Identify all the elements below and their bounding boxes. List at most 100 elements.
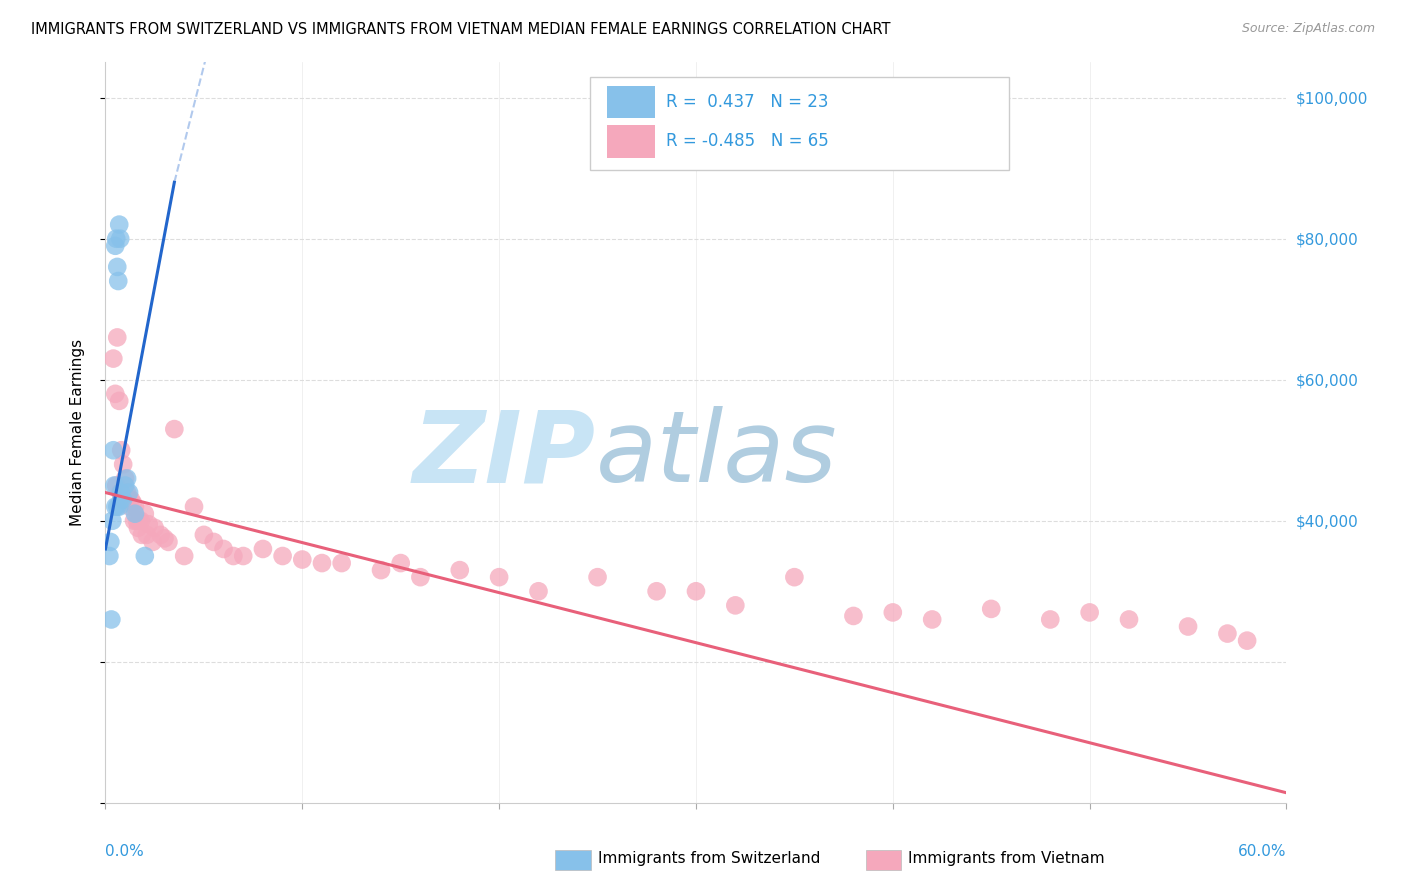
Point [488,570,510,584]
Point [134,507,156,521]
Point [921,612,943,626]
Point [105,478,128,492]
Point [122,496,145,510]
Point [882,606,904,620]
Point [112,492,135,507]
Text: 60.0%: 60.0% [1239,844,1286,858]
Point [105,232,128,246]
Point [783,570,806,584]
Point [149,528,172,542]
Point [128,514,150,528]
Point [112,458,135,472]
Point [163,422,186,436]
Point [685,584,707,599]
Point [232,549,254,563]
Point [271,549,294,563]
Point [115,492,138,507]
Point [104,500,127,514]
Point [120,492,142,507]
Point [370,563,392,577]
Point [212,541,235,556]
Point [115,471,138,485]
Point [1078,606,1101,620]
Text: Source: ZipAtlas.com: Source: ZipAtlas.com [1241,22,1375,36]
FancyBboxPatch shape [589,78,1010,169]
Point [114,471,136,485]
Point [586,570,609,584]
Point [103,478,125,492]
Point [202,535,225,549]
Point [389,556,412,570]
Point [98,535,122,549]
Point [104,387,127,401]
Point [124,500,146,514]
Point [724,599,747,613]
Point [108,393,131,408]
Point [115,485,138,500]
Point [1177,619,1199,633]
Point [330,556,353,570]
Point [311,556,333,570]
Point [134,549,156,563]
Text: R =  0.437   N = 23: R = 0.437 N = 23 [666,93,830,111]
Point [527,584,550,599]
Text: IMMIGRANTS FROM SWITZERLAND VS IMMIGRANTS FROM VIETNAM MEDIAN FEMALE EARNINGS CO: IMMIGRANTS FROM SWITZERLAND VS IMMIGRANT… [31,22,890,37]
Point [222,549,245,563]
Point [1216,626,1239,640]
Point [103,351,125,366]
Text: atlas: atlas [596,407,837,503]
Text: 0.0%: 0.0% [105,844,145,858]
Point [108,500,131,514]
Point [122,514,145,528]
Point [111,492,134,507]
Point [153,532,176,546]
Text: R = -0.485   N = 65: R = -0.485 N = 65 [666,133,830,151]
Point [291,552,314,566]
Point [120,500,141,514]
Point [110,232,132,246]
Point [409,570,432,584]
Point [105,260,128,274]
Point [449,563,471,577]
Point [1039,612,1062,626]
Point [127,521,149,535]
Point [105,330,128,344]
Point [138,517,160,532]
Point [143,521,166,535]
Text: ZIP: ZIP [412,407,596,503]
Point [252,541,274,556]
Point [142,535,165,549]
Point [105,500,128,514]
Point [124,507,146,521]
FancyBboxPatch shape [607,126,655,158]
Point [104,239,127,253]
Point [183,500,205,514]
Point [100,612,122,626]
Point [101,514,124,528]
Point [107,274,129,288]
FancyBboxPatch shape [607,86,655,118]
Point [108,218,131,232]
Y-axis label: Median Female Earnings: Median Female Earnings [70,339,84,526]
Point [980,602,1002,616]
Point [1236,633,1258,648]
Point [118,485,141,500]
Text: Immigrants from Switzerland: Immigrants from Switzerland [598,851,820,865]
Point [98,549,121,563]
Point [110,443,132,458]
Point [135,528,157,542]
Point [118,492,141,507]
Point [1118,612,1140,626]
Point [110,485,132,500]
Point [110,485,132,500]
Text: Immigrants from Vietnam: Immigrants from Vietnam [908,851,1105,865]
Point [131,528,153,542]
Point [645,584,668,599]
Point [110,492,132,507]
Point [114,478,136,492]
Point [129,514,152,528]
Point [157,535,180,549]
Point [842,609,865,624]
Point [173,549,195,563]
Point [193,528,215,542]
